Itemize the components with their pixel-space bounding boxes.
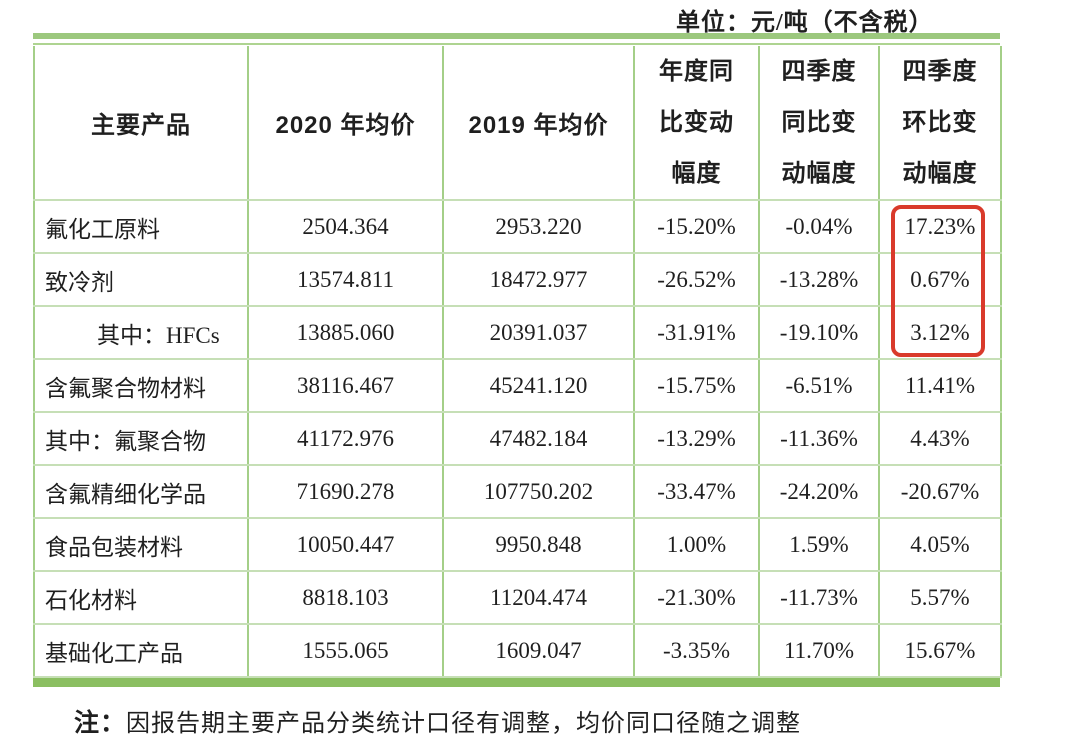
table-top-thin-border xyxy=(33,43,1000,45)
cell-avg-2019: 9950.848 xyxy=(442,517,635,572)
header-q4-yoy: 四季度同比变动幅度 xyxy=(758,46,880,201)
header-product: 主要产品 xyxy=(33,46,249,201)
cell-q4-yoy: -11.36% xyxy=(758,411,880,466)
cell-q4-qoq: 15.67% xyxy=(878,623,1002,678)
cell-q4-yoy: -24.20% xyxy=(758,464,880,519)
header-yoy-annual: 年度同比变动幅度 xyxy=(633,46,760,201)
cell-avg-2020: 1555.065 xyxy=(247,623,444,678)
cell-q4-qoq: 17.23% xyxy=(878,199,1002,254)
cell-q4-qoq: 3.12% xyxy=(878,305,1002,360)
header-q4-qoq-text: 四季度环比变动幅度 xyxy=(902,58,978,187)
cell-product: 基础化工产品 xyxy=(33,623,249,678)
cell-q4-yoy: -6.51% xyxy=(758,358,880,413)
cell-yoy-annual: -15.20% xyxy=(633,199,760,254)
cell-yoy-annual: 1.00% xyxy=(633,517,760,572)
cell-q4-qoq: 4.05% xyxy=(878,517,1002,572)
cell-avg-2020: 13574.811 xyxy=(247,252,444,307)
unit-label: 单位：元/吨（不含税） xyxy=(676,10,934,36)
cell-product: 氟化工原料 xyxy=(33,199,249,254)
table-row: 石化材料 8818.103 11204.474 -21.30% -11.73% … xyxy=(33,570,1002,625)
cell-yoy-annual: -33.47% xyxy=(633,464,760,519)
cell-product: 其中：HFCs xyxy=(33,305,249,360)
header-row: 主要产品 2020 年均价 2019 年均价 年度同比变动幅度 四季度同比变动幅… xyxy=(33,46,1002,201)
header-yoy-annual-text: 年度同比变动幅度 xyxy=(659,58,734,187)
cell-avg-2019: 1609.047 xyxy=(442,623,635,678)
table-header: 主要产品 2020 年均价 2019 年均价 年度同比变动幅度 四季度同比变动幅… xyxy=(33,46,1002,201)
cell-product: 含氟聚合物材料 xyxy=(33,358,249,413)
table-row: 含氟聚合物材料 38116.467 45241.120 -15.75% -6.5… xyxy=(33,358,1002,413)
cell-q4-qoq: 5.57% xyxy=(878,570,1002,625)
cell-q4-yoy: 11.70% xyxy=(758,623,880,678)
cell-avg-2019: 20391.037 xyxy=(442,305,635,360)
cell-avg-2019: 2953.220 xyxy=(442,199,635,254)
cell-yoy-annual: -15.75% xyxy=(633,358,760,413)
table-bottom-thick-border xyxy=(33,678,1000,687)
price-table: 主要产品 2020 年均价 2019 年均价 年度同比变动幅度 四季度同比变动幅… xyxy=(33,46,1002,678)
cell-q4-yoy: -19.10% xyxy=(758,305,880,360)
table-row: 基础化工产品 1555.065 1609.047 -3.35% 11.70% 1… xyxy=(33,623,1002,678)
cell-yoy-annual: -13.29% xyxy=(633,411,760,466)
header-avg-2020: 2020 年均价 xyxy=(247,46,444,201)
cell-avg-2020: 41172.976 xyxy=(247,411,444,466)
table-body: 氟化工原料 2504.364 2953.220 -15.20% -0.04% 1… xyxy=(33,199,1002,678)
cell-q4-yoy: -13.28% xyxy=(758,252,880,307)
cell-avg-2019: 47482.184 xyxy=(442,411,635,466)
table-row: 氟化工原料 2504.364 2953.220 -15.20% -0.04% 1… xyxy=(33,199,1002,254)
cell-product: 其中：氟聚合物 xyxy=(33,411,249,466)
cell-avg-2020: 8818.103 xyxy=(247,570,444,625)
cell-avg-2019: 107750.202 xyxy=(442,464,635,519)
table-row: 其中：HFCs 13885.060 20391.037 -31.91% -19.… xyxy=(33,305,1002,360)
table-row: 致冷剂 13574.811 18472.977 -26.52% -13.28% … xyxy=(33,252,1002,307)
cell-q4-qoq: 4.43% xyxy=(878,411,1002,466)
price-table-container: 主要产品 2020 年均价 2019 年均价 年度同比变动幅度 四季度同比变动幅… xyxy=(33,33,1002,687)
cell-q4-yoy: -11.73% xyxy=(758,570,880,625)
table-row: 含氟精细化学品 71690.278 107750.202 -33.47% -24… xyxy=(33,464,1002,519)
cell-product: 含氟精细化学品 xyxy=(33,464,249,519)
cell-avg-2020: 13885.060 xyxy=(247,305,444,360)
cell-avg-2020: 10050.447 xyxy=(247,517,444,572)
cell-avg-2020: 2504.364 xyxy=(247,199,444,254)
cell-product: 致冷剂 xyxy=(33,252,249,307)
footnote: 注：因报告期主要产品分类统计口径有调整，均价同口径随之调整 xyxy=(74,703,801,739)
cell-q4-yoy: -0.04% xyxy=(758,199,880,254)
footnote-text: 因报告期主要产品分类统计口径有调整，均价同口径随之调整 xyxy=(126,711,802,737)
cell-avg-2019: 11204.474 xyxy=(442,570,635,625)
table-row: 其中：氟聚合物 41172.976 47482.184 -13.29% -11.… xyxy=(33,411,1002,466)
table-row: 食品包装材料 10050.447 9950.848 1.00% 1.59% 4.… xyxy=(33,517,1002,572)
cell-product: 食品包装材料 xyxy=(33,517,249,572)
cell-q4-qoq: -20.67% xyxy=(878,464,1002,519)
cell-q4-qoq: 11.41% xyxy=(878,358,1002,413)
cell-avg-2020: 38116.467 xyxy=(247,358,444,413)
cell-avg-2020: 71690.278 xyxy=(247,464,444,519)
cell-yoy-annual: -21.30% xyxy=(633,570,760,625)
cell-avg-2019: 18472.977 xyxy=(442,252,635,307)
cell-yoy-annual: -3.35% xyxy=(633,623,760,678)
cell-q4-yoy: 1.59% xyxy=(758,517,880,572)
cell-avg-2019: 45241.120 xyxy=(442,358,635,413)
cell-yoy-annual: -26.52% xyxy=(633,252,760,307)
header-avg-2019: 2019 年均价 xyxy=(442,46,635,201)
cell-q4-qoq: 0.67% xyxy=(878,252,1002,307)
cell-product: 石化材料 xyxy=(33,570,249,625)
table-top-thick-border xyxy=(33,33,1000,39)
cell-yoy-annual: -31.91% xyxy=(633,305,760,360)
header-q4-yoy-text: 四季度同比变动幅度 xyxy=(781,58,857,187)
header-q4-qoq: 四季度环比变动幅度 xyxy=(878,46,1002,201)
footnote-prefix: 注： xyxy=(74,710,127,737)
